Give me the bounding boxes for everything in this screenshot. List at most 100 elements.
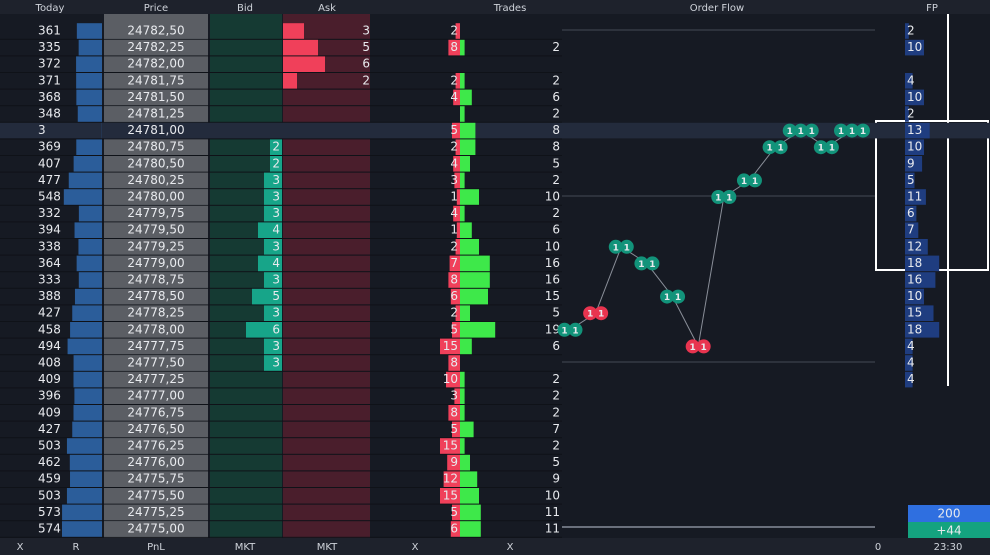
buy-value: 16 [545,256,560,270]
today-bar [76,139,102,155]
buy-value: 2 [552,173,560,187]
row-line [0,520,562,522]
sell-bar [448,272,460,288]
sell-value: 15 [443,488,458,502]
fp-bar [905,139,924,155]
buy-value: 16 [545,273,560,287]
buy-bar [460,521,481,537]
price: 24777,75 [127,339,184,353]
order-bubble [782,123,797,138]
sell-value: 1 [450,223,458,237]
today-value: 369 [38,140,61,154]
row-line [0,88,562,90]
total-box [908,505,990,522]
delta-box [908,522,990,538]
fp-value: 2 [907,107,915,121]
order-bubble [557,322,572,337]
header-bar [0,0,990,14]
today-value: 371 [38,73,61,87]
buy-bar [460,272,490,288]
sell-bar [449,255,460,272]
today-value: 396 [38,389,61,403]
footer-label: PnL [147,542,165,553]
sell-value: 3 [450,389,458,403]
sell-value: 1 [450,190,458,204]
bid-value: 3 [272,190,280,204]
today-bar [66,488,102,504]
ask-bar [283,39,318,56]
ask-value: 2 [362,73,370,87]
buy-bar [460,73,465,89]
sell-bar [443,471,460,487]
fp-bar [905,73,913,89]
bubble-label: 1 [561,326,567,336]
price: 24776,00 [127,455,184,469]
sell-value: 12 [443,472,458,486]
bid-bar [252,288,282,305]
price-cell [104,189,208,205]
buy-value: 2 [552,372,560,386]
bid-bar [258,222,282,238]
fp-bar [905,322,940,338]
row-line [0,188,562,190]
today-value: 459 [38,472,61,486]
fp-value: 18 [907,322,922,336]
price: 24775,00 [127,522,184,536]
order-bubble [671,289,686,304]
order-bubble [645,256,660,271]
today-bar [78,39,102,56]
bubble-label: 1 [624,243,630,253]
footer-label: MKT [317,542,338,553]
row-line [0,287,562,289]
sell-value: 3 [450,173,458,187]
today-value: 368 [38,90,61,104]
price-cell [104,239,208,255]
row-line [0,105,562,107]
buy-value: 19 [545,322,560,336]
sell-bar [452,122,460,139]
row-line [0,487,562,488]
today-value: 548 [38,190,61,204]
ask-value: 3 [362,24,370,38]
ask-bar [283,23,304,39]
sell-bar [448,405,460,421]
bid-bar [270,156,282,172]
buy-value: 2 [552,405,560,419]
today-value: 409 [38,372,61,386]
today-bar [74,222,102,238]
order-bubble [696,339,711,354]
today-bar [78,205,102,222]
price-cell [104,205,208,222]
price: 24779,75 [127,206,184,220]
bid-value: 3 [272,306,280,320]
sell-value: 9 [450,455,458,469]
buy-value: 5 [552,306,560,320]
buy-bar [460,172,465,189]
buy-value: 7 [552,422,560,436]
price-cell [104,371,208,388]
row-line [0,370,562,372]
row-line [0,171,562,173]
bubble-label: 1 [838,127,844,137]
price-cell [104,322,208,338]
bubble-label: 1 [777,144,783,154]
price-cell [104,89,208,106]
current-row [0,122,990,139]
today-bar [78,239,102,255]
buy-value: 6 [552,223,560,237]
buy-value: 11 [545,522,560,536]
order-bubble [619,239,634,254]
row-line [0,387,562,389]
order-bubble [845,123,859,138]
buy-value: 11 [545,505,560,519]
row-line [0,271,562,273]
price: 24779,00 [127,256,184,270]
bid-value: 2 [272,156,280,170]
order-bubble [583,306,598,321]
order-bubble [813,140,828,155]
buy-bar [460,388,465,404]
fp-value: 16 [907,273,922,287]
sell-bar [447,454,460,471]
sell-bar [455,23,460,39]
buy-bar [460,288,488,305]
